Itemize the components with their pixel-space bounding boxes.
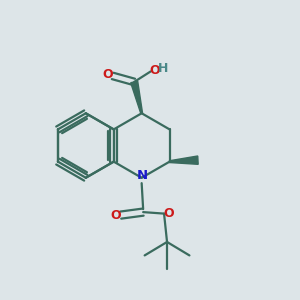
Polygon shape: [169, 156, 198, 164]
Polygon shape: [131, 81, 142, 113]
Text: N: N: [137, 169, 148, 182]
Text: O: O: [110, 209, 121, 222]
Text: O: O: [164, 206, 174, 220]
Text: H: H: [158, 62, 168, 75]
Text: O: O: [149, 64, 160, 77]
Text: O: O: [103, 68, 113, 81]
